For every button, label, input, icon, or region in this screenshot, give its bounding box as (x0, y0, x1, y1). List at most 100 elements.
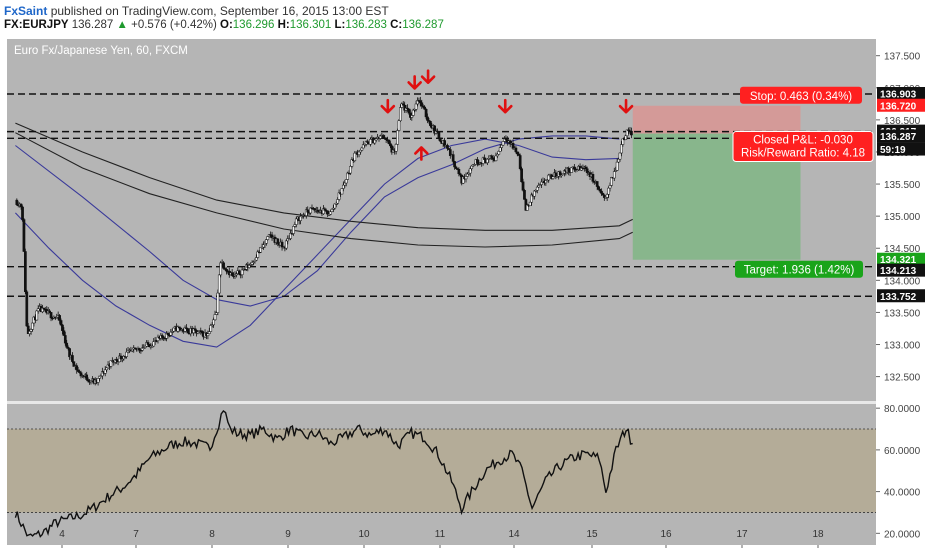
candle-body (306, 209, 310, 213)
candle-body (540, 181, 543, 185)
candle-body (394, 144, 398, 152)
candle-body (280, 241, 284, 248)
candle-body (215, 312, 218, 315)
candle-body (458, 173, 462, 176)
low-value: 136.283 (345, 19, 387, 31)
candle-body (621, 138, 625, 145)
low-label: L: (334, 19, 346, 31)
candle-body (419, 100, 422, 103)
price-badge[interactable] (877, 129, 925, 143)
price-badge[interactable] (877, 98, 925, 112)
pl-label-box[interactable] (732, 131, 874, 163)
candle-body (222, 262, 225, 269)
candle-body (407, 108, 411, 114)
time-axis-label: 10 (358, 529, 370, 540)
candle-body (292, 226, 295, 234)
high-value: 136.301 (289, 19, 332, 31)
candle-body (322, 208, 325, 215)
stop-label-box[interactable] (740, 86, 862, 104)
candle-body (537, 185, 541, 188)
candle-body (384, 137, 388, 140)
candle-body (438, 137, 442, 142)
candle-body (125, 351, 128, 357)
price-badge[interactable] (877, 87, 925, 101)
candle-body (399, 107, 402, 121)
price-badge-label: 136.720 (880, 101, 917, 112)
candle-body (150, 345, 154, 348)
chart-canvas[interactable]: Euro Fx/Japanese Yen, 60, FXCM Stop: 0.4… (0, 36, 932, 550)
candle-body (109, 360, 113, 367)
candle-body (330, 208, 334, 212)
time-axis-label: 7 (133, 529, 139, 540)
time-axis-label: 16 (660, 529, 672, 540)
candle-body (15, 199, 19, 205)
rsi-axis-label: 80.0000 (884, 404, 921, 415)
candle-body (35, 310, 39, 321)
candle-body (216, 292, 220, 313)
last-price: 136.287 (71, 19, 114, 31)
candle-body (200, 330, 204, 334)
candle-body (143, 345, 147, 348)
candle-body (265, 239, 268, 244)
moving-average-line[interactable] (15, 132, 633, 248)
candle-body (130, 348, 134, 352)
candle-body (601, 193, 605, 196)
candle-body (607, 187, 610, 195)
price-badge[interactable] (877, 263, 925, 277)
candle-body (511, 143, 515, 149)
candle-body (326, 210, 330, 215)
candle-body (454, 166, 458, 169)
candle-body (591, 174, 595, 182)
arrow-down-icon (497, 98, 513, 114)
candle-body (207, 331, 211, 334)
candle-body (342, 184, 345, 189)
candle-body (630, 130, 633, 136)
candle-body (166, 333, 170, 336)
price-badge[interactable] (877, 252, 925, 266)
candle-body (436, 130, 439, 133)
price-badge[interactable] (877, 142, 925, 156)
candle-body (329, 211, 332, 215)
candle-body (336, 199, 340, 204)
stop-zone[interactable] (632, 105, 801, 134)
candle-body (71, 355, 74, 362)
candle-body (554, 172, 558, 177)
high-label: H: (277, 19, 290, 31)
candle-body (584, 166, 588, 169)
price-badge-label: 134.321 (880, 255, 917, 266)
candle-body (598, 189, 602, 192)
candle-body (521, 181, 525, 191)
candle-body (411, 109, 415, 116)
candle-body (535, 186, 539, 191)
moving-average-line[interactable] (15, 138, 620, 348)
time-axis-label: 11 (435, 529, 446, 540)
price-axis-label: 137.500 (884, 52, 921, 63)
candle-body (256, 251, 260, 258)
symbol-label[interactable]: FX:EURJPY (4, 19, 69, 31)
candle-body (68, 348, 71, 358)
candle-body (206, 333, 210, 336)
author-name[interactable]: FxSaint (4, 4, 48, 18)
candle-body (213, 314, 217, 321)
candle-body (31, 322, 34, 330)
target-label-box[interactable] (735, 260, 863, 278)
candle-body (359, 149, 362, 153)
candle-body (501, 141, 505, 146)
candle-body (353, 152, 357, 161)
candle-body (219, 262, 223, 276)
target-label: Target: 1.936 (1.42%) (744, 265, 855, 277)
quote-line: FX:EURJPY 136.287 ▲ +0.576 (+0.42%) O:13… (4, 19, 444, 31)
candle-body (551, 176, 555, 179)
arrow-down-icon (618, 98, 634, 114)
candle-body (66, 347, 70, 349)
candle-body (209, 325, 213, 332)
candle-body (397, 120, 401, 131)
candle-body (424, 109, 428, 118)
candle-body (75, 365, 79, 371)
candle-body (515, 151, 519, 155)
price-badge[interactable] (877, 289, 925, 303)
candle-body (178, 326, 181, 329)
candle-body (498, 147, 502, 152)
moving-average-line[interactable] (15, 122, 633, 231)
candle-body (24, 251, 27, 293)
